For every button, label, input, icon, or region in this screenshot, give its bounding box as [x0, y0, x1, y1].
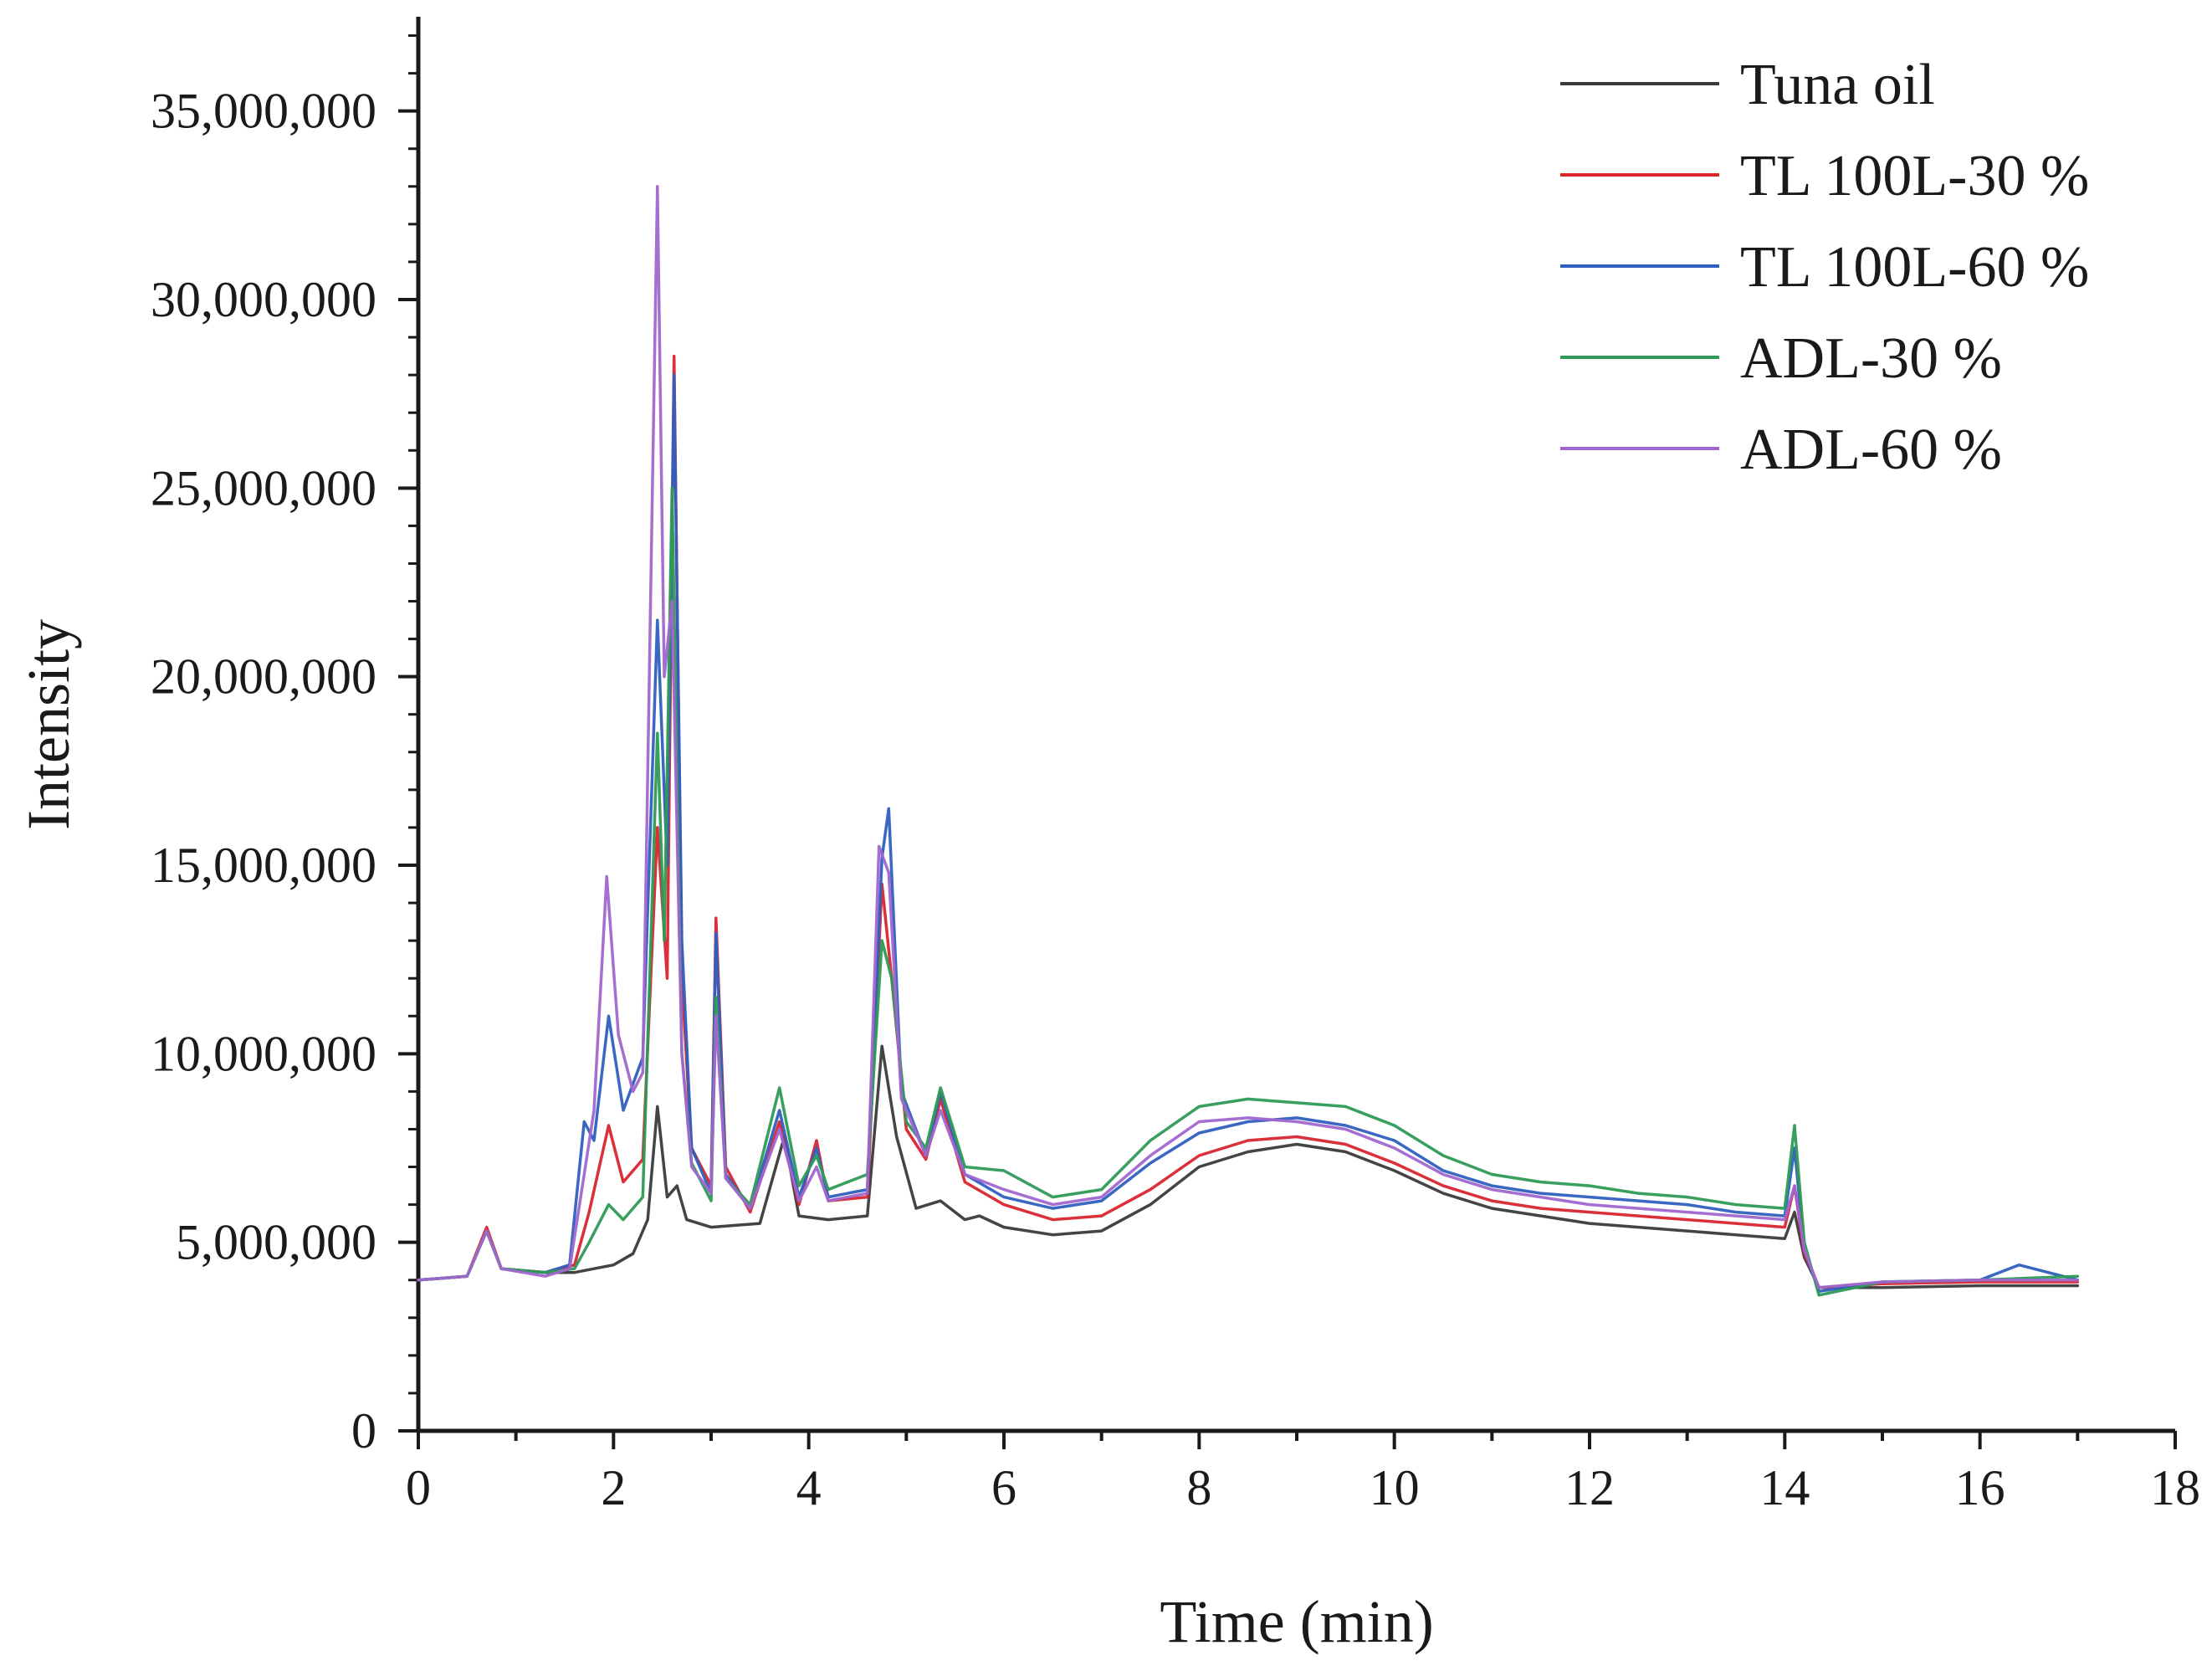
x-tick-label: 10 [1370, 1460, 1420, 1515]
y-tick-label: 20,000,000 [151, 649, 376, 705]
legend-label-1: TL 100L-30 % [1740, 144, 2089, 208]
series-line-0 [417, 1044, 2080, 1289]
x-tick-label: 0 [406, 1460, 431, 1515]
x-tick-label: 12 [1564, 1460, 1615, 1515]
y-tick-label: 0 [351, 1403, 376, 1458]
series-line-1 [417, 354, 2080, 1289]
axes [416, 17, 2175, 1433]
series-line-4 [417, 185, 2080, 1289]
x-tick-label: 16 [1955, 1460, 2005, 1515]
legend-label-4: ADL-60 % [1740, 418, 2002, 482]
x-tick-label: 2 [601, 1460, 626, 1515]
legend: Tuna oil TL 100L-30 % TL 100L-60 % ADL-30 %… [1560, 53, 2089, 482]
legend-label-2: TL 100L-60 % [1740, 235, 2089, 300]
y-axis-title: Intensity [15, 619, 82, 830]
x-tick-label: 4 [796, 1460, 822, 1515]
x-axis-title: Time (min) [1160, 1588, 1433, 1655]
y-tick-label: 30,000,000 [151, 272, 376, 327]
y-tick-label: 5,000,000 [176, 1215, 376, 1270]
y-tick-label: 10,000,000 [151, 1026, 376, 1081]
x-tick-label: 14 [1759, 1460, 1810, 1515]
y-tick-label: 35,000,000 [151, 84, 376, 139]
y-ticks: 0 5,000,000 10,000,000 15,000,000 20,000,000… [151, 34, 418, 1458]
y-tick-label: 25,000,000 [151, 460, 376, 515]
x-ticks: 0 2 4 6 8 10 12 14 16 18 [406, 1431, 2200, 1515]
series-layer [417, 185, 2080, 1297]
legend-label-3: ADL-30 % [1740, 326, 2002, 391]
series-line-3 [417, 486, 2080, 1297]
legend-label-0: Tuna oil [1740, 53, 1935, 117]
y-tick-label: 15,000,000 [151, 838, 376, 893]
x-tick-label: 6 [991, 1460, 1016, 1515]
x-tick-label: 18 [2150, 1460, 2200, 1515]
x-tick-label: 8 [1186, 1460, 1211, 1515]
